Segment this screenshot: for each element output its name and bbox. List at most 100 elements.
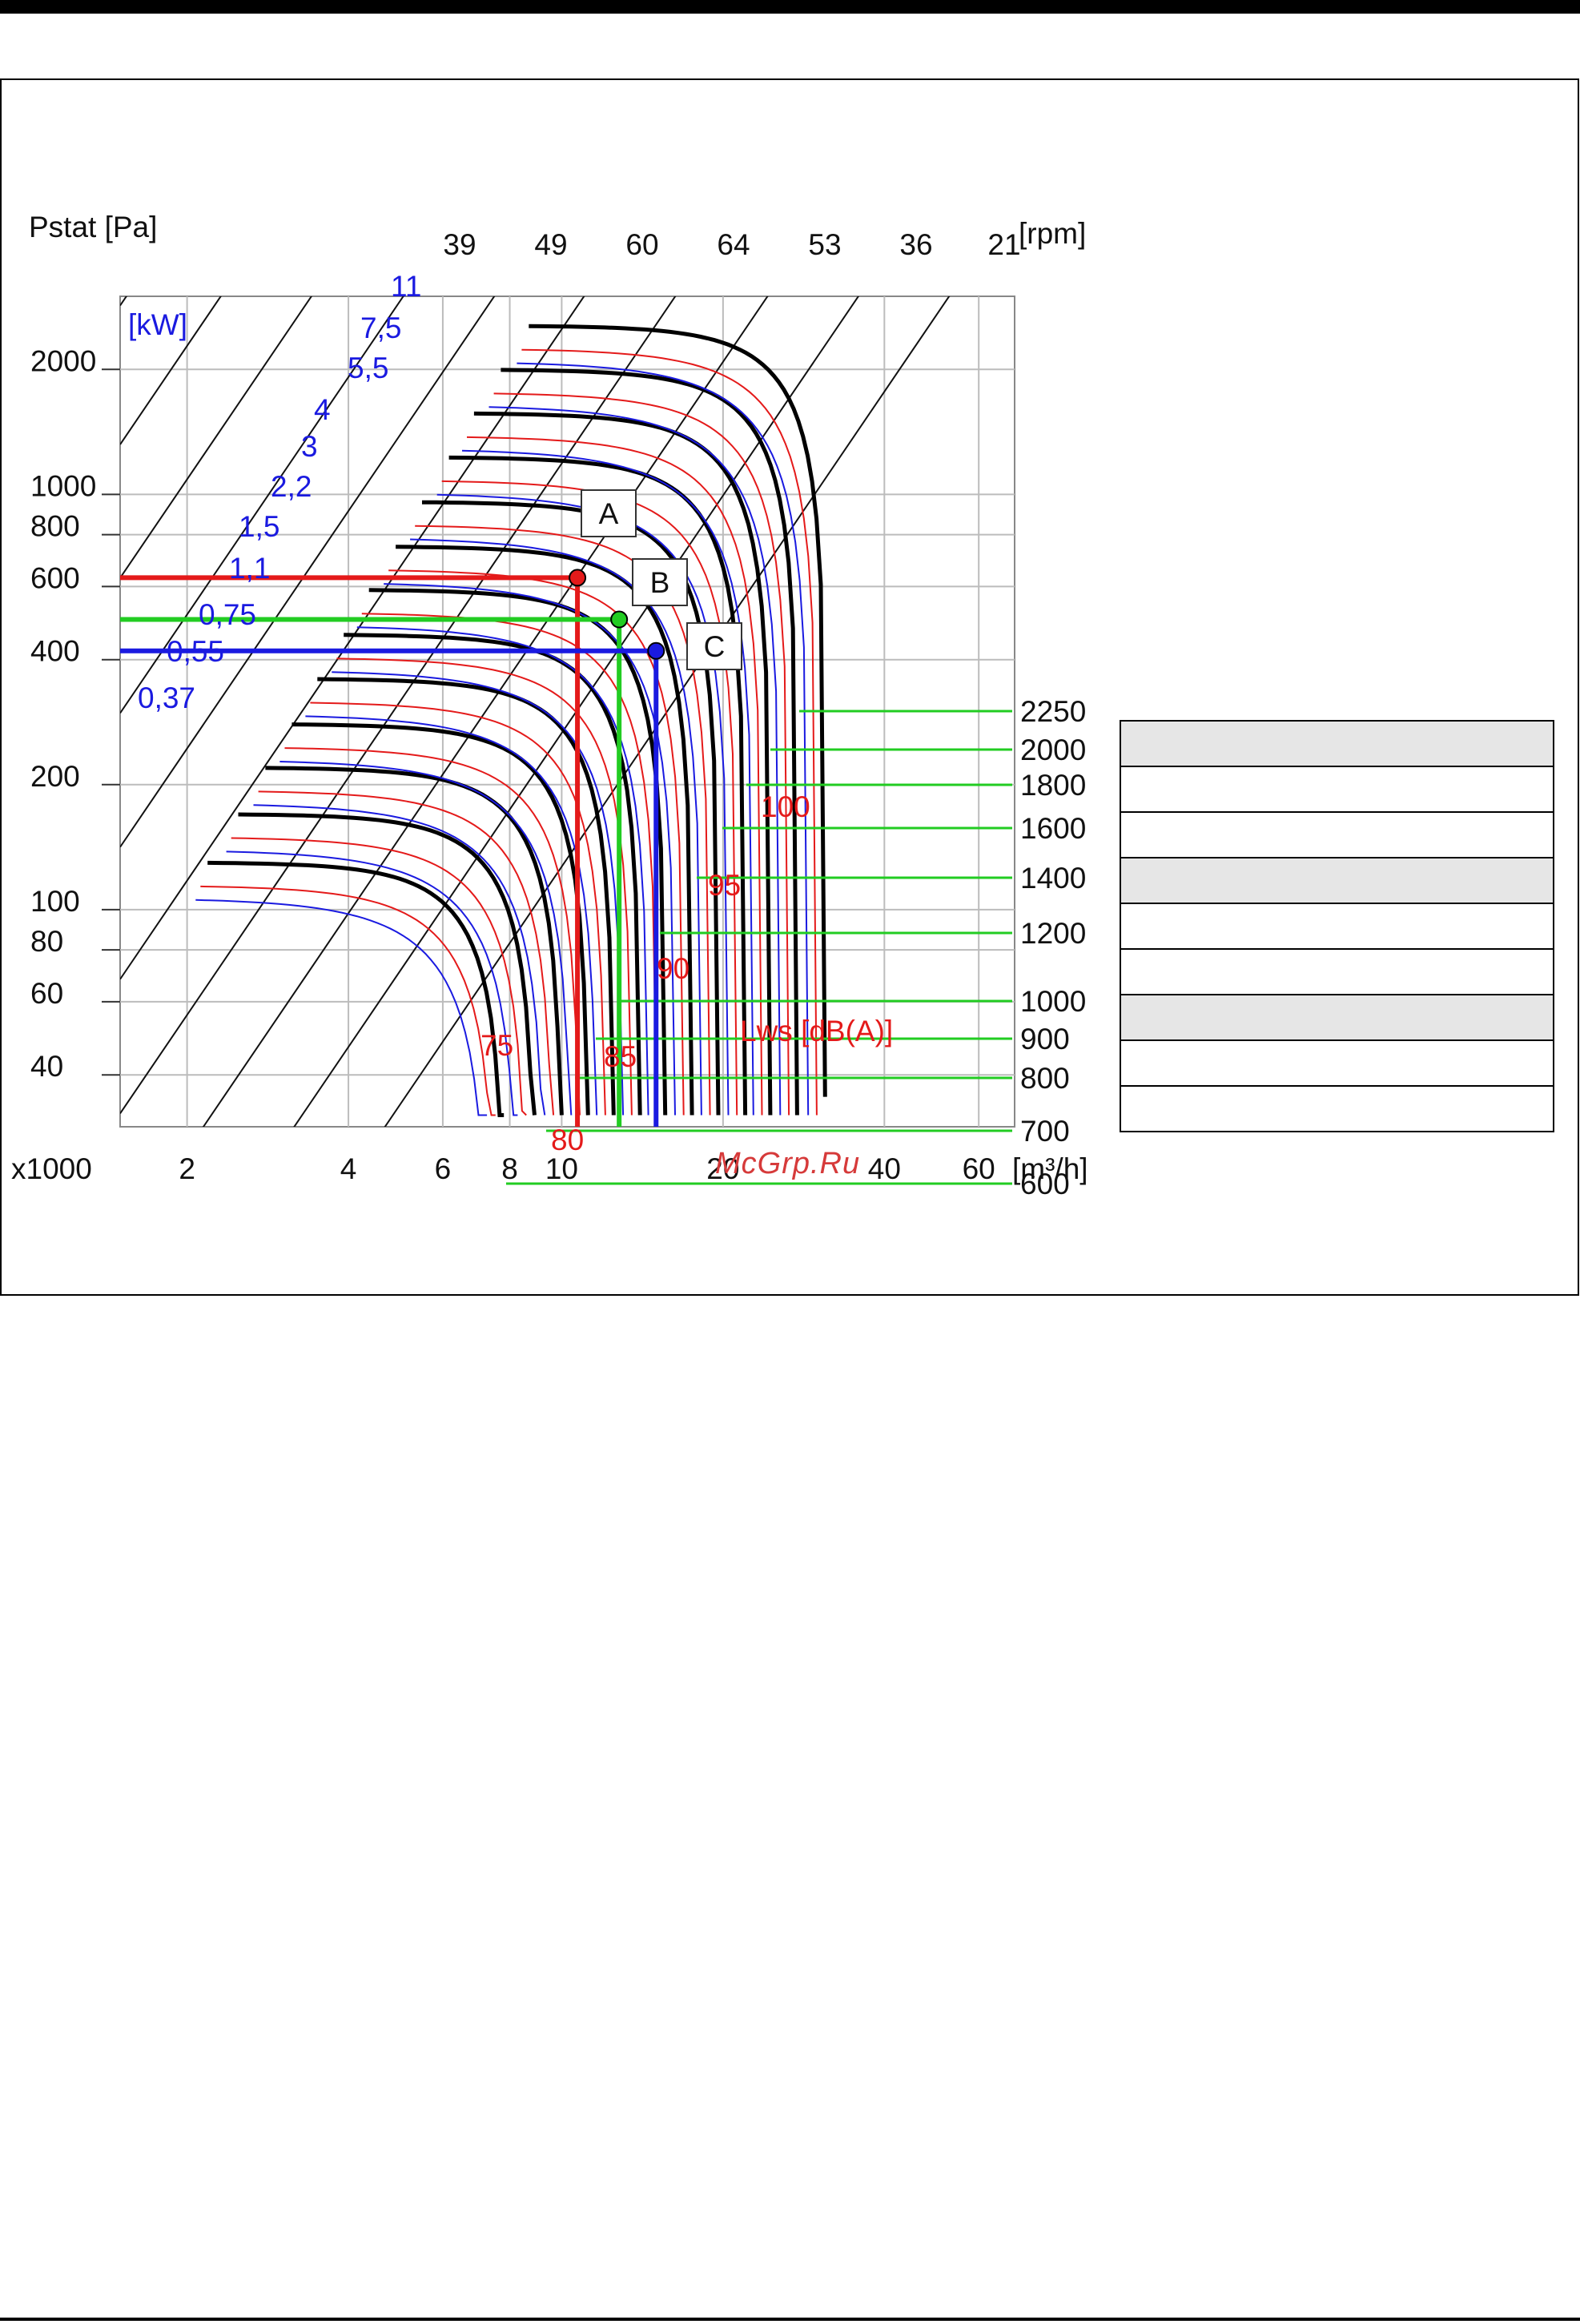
y-tick-label: 2000: [30, 344, 96, 377]
operating-point-box: [632, 558, 688, 606]
power-curve: [488, 406, 782, 1116]
fan-curve: [529, 324, 827, 1097]
rpm-scale-label: 53: [808, 228, 841, 261]
table-row: [1120, 857, 1554, 904]
y-tick-label: 200: [30, 760, 80, 793]
sound-axis-label: Lws [dB(A)]: [740, 1015, 893, 1047]
fan-curve: [238, 812, 537, 1116]
sound-level-label: 75: [480, 1029, 513, 1062]
system-line: [120, 296, 677, 1115]
operating-point-box: [686, 622, 742, 670]
power-label: 1,5: [239, 510, 279, 543]
table-row: [1120, 766, 1554, 813]
speed-scale-label: 700: [1020, 1115, 1070, 1148]
efficiency-curve: [521, 348, 818, 1116]
table-cell: [1120, 720, 1554, 767]
y-tick-label: 100: [30, 885, 80, 918]
efficiency-curve: [231, 837, 527, 1116]
power-curve: [332, 671, 625, 1116]
table-cell: [1120, 1085, 1554, 1132]
power-label: 11: [391, 270, 421, 303]
plot-area: [119, 296, 1015, 1128]
table-row: [1120, 1085, 1554, 1132]
bottom-rule: [0, 2318, 1580, 2321]
rpm-scale-label: 21: [987, 228, 1020, 261]
system-lines-clipped: [120, 296, 951, 1127]
operating-point-marker: [569, 569, 587, 587]
table-row: [1120, 1039, 1554, 1087]
power-label: 4: [314, 393, 331, 426]
speed-scale-label: 800: [1020, 1062, 1070, 1095]
speed-scale-label: 1800: [1020, 769, 1086, 802]
table-row: [1120, 720, 1554, 767]
speed-scale-label: 2250: [1020, 695, 1086, 728]
fan-curve: [317, 677, 616, 1116]
sound-level-label: 100: [761, 790, 810, 823]
x-multiplier-label: x1000: [11, 1152, 92, 1185]
power-curve: [253, 804, 546, 1116]
power-label: 5,5: [348, 352, 388, 384]
table-cell: [1120, 1039, 1554, 1087]
sound-lines: [506, 710, 1012, 1185]
y-tick-label: 400: [30, 635, 80, 668]
power-curve: [384, 583, 676, 1116]
table-cell: [1120, 994, 1554, 1041]
power-curve: [279, 761, 573, 1116]
speed-scale-label: 600: [1020, 1168, 1070, 1200]
system-line: [120, 296, 313, 579]
x-axis-title: [m³/h]: [1012, 1152, 1088, 1185]
speed-scale-label: 1600: [1020, 812, 1086, 845]
efficiency-curve: [493, 392, 790, 1116]
table-cell: [1120, 766, 1554, 813]
speed-scale-label: 1200: [1020, 917, 1086, 950]
y-tick-label: 40: [30, 1050, 63, 1083]
axis-labels: 2 4 6 8 10 20 40 60 40 60 80 100 200 400 600 800 1000 200…: [11, 211, 1088, 1200]
sound-level-label: 90: [657, 952, 689, 985]
fan-curve: [501, 368, 799, 1116]
y-tick-label: 1000: [30, 469, 96, 502]
sound-level-label: 85: [604, 1040, 637, 1073]
operating-point-marker: [647, 641, 665, 660]
y-tick-label: 800: [30, 510, 80, 543]
grid: [102, 296, 1015, 1128]
power-label: 2,2: [271, 470, 312, 503]
table-cell: [1120, 811, 1554, 858]
fan-performance-chart: A B C 2 4 6 8 10 20 40 60 40 60 80 100 200 400 600 800 100…: [11, 211, 1088, 1200]
efficiency-curve: [336, 657, 633, 1116]
table-cell: [1120, 903, 1554, 950]
power-curve: [410, 538, 702, 1116]
operating-point-label: C: [704, 630, 726, 663]
sound-level-label: 80: [551, 1124, 584, 1156]
system-line: [120, 296, 128, 307]
speed-scale-label: 1400: [1020, 862, 1086, 895]
table-row: [1120, 948, 1554, 995]
x-tick-label: 60: [963, 1152, 995, 1185]
power-unit-label: [kW]: [128, 308, 187, 341]
power-label: 7,5: [360, 312, 401, 344]
power-label: 3: [301, 430, 318, 463]
x-tick-label: 40: [868, 1152, 901, 1185]
operating-point-box: [581, 489, 637, 537]
fan-curve: [396, 545, 694, 1116]
operating-point-label: A: [599, 497, 619, 530]
power-curve: [226, 850, 518, 1116]
y-tick-label: 60: [30, 977, 63, 1010]
efficiency-curve: [200, 885, 496, 1116]
system-line: [384, 296, 951, 1127]
rpm-scale-label: 49: [534, 228, 567, 261]
efficiency-curve: [466, 436, 763, 1116]
x-tick-label: 10: [545, 1152, 578, 1185]
rpm-scale-label: 60: [625, 228, 658, 261]
efficiency-curve: [284, 747, 581, 1116]
sound-level-label: 95: [708, 869, 741, 902]
x-tick-label: 6: [435, 1152, 452, 1185]
speed-unit-label: [rpm]: [1019, 217, 1086, 250]
rpm-scale-label: 36: [899, 228, 932, 261]
operating-point-label: B: [650, 566, 670, 599]
x-tick-label: 4: [340, 1152, 357, 1185]
rpm-scale-label: 64: [717, 228, 750, 261]
speed-scale-label: 1000: [1020, 985, 1086, 1018]
system-line: [120, 296, 222, 445]
efficiency-curve: [415, 525, 711, 1116]
power-curve: [305, 715, 598, 1116]
